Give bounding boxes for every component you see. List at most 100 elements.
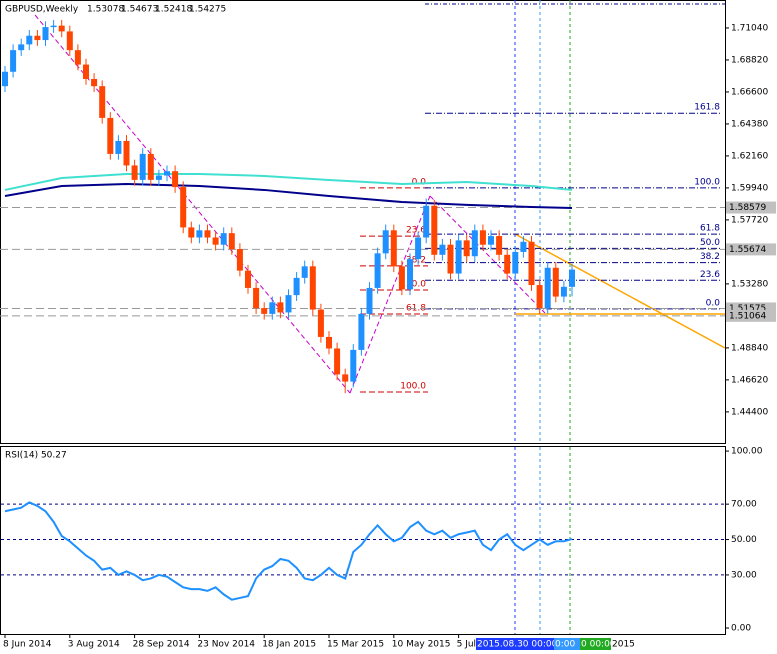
candle-body bbox=[560, 286, 567, 297]
candle-body bbox=[139, 153, 146, 180]
candle-body bbox=[42, 27, 49, 41]
candle-body bbox=[398, 266, 405, 290]
y-tick-label: 50.00 bbox=[731, 535, 757, 545]
candle-body bbox=[496, 236, 503, 255]
y-tick-label: 1.57720 bbox=[731, 215, 768, 225]
candle-body bbox=[58, 25, 65, 32]
fib-label: 0.0 bbox=[412, 177, 427, 187]
y-tick-label: 1.53280 bbox=[731, 279, 768, 289]
candle-body bbox=[431, 205, 438, 255]
candle-body bbox=[415, 237, 422, 260]
candle-body bbox=[50, 25, 57, 28]
candle-body bbox=[155, 175, 162, 180]
time-marker: 2015 bbox=[612, 640, 635, 650]
fib-label: 50.0 bbox=[406, 279, 426, 289]
candle-body bbox=[439, 244, 446, 255]
candle-body bbox=[301, 266, 308, 278]
candle-body bbox=[552, 267, 559, 297]
candle-body bbox=[342, 374, 349, 382]
fib-label: 0.0 bbox=[706, 298, 721, 308]
fib-label: 100.0 bbox=[694, 177, 720, 187]
candle-body bbox=[10, 50, 17, 72]
candle-body bbox=[269, 302, 276, 314]
moving-average bbox=[4, 172, 573, 191]
candle-body bbox=[520, 241, 527, 252]
candle-body bbox=[91, 78, 98, 87]
candle-body bbox=[277, 302, 284, 313]
ohlc-high: 1.54673 bbox=[121, 5, 158, 15]
fib-label: 61.8 bbox=[406, 304, 426, 314]
time-marker-box bbox=[554, 638, 580, 650]
y-tick-label: 1.48840 bbox=[731, 343, 768, 353]
y-tick-label: 1.59940 bbox=[731, 183, 768, 193]
trend-line bbox=[349, 195, 431, 394]
y-tick-label: 1.46620 bbox=[731, 375, 768, 385]
candle-body bbox=[261, 308, 268, 314]
candle-body bbox=[180, 187, 187, 228]
candle-body bbox=[358, 313, 365, 350]
ohlc-close: 1.54275 bbox=[189, 5, 226, 15]
ohlc-open: 1.53078 bbox=[87, 5, 124, 15]
fib-label: 100.0 bbox=[400, 381, 426, 391]
candle-body bbox=[236, 249, 243, 271]
y-tick-label: 70.00 bbox=[731, 500, 757, 510]
candle-body bbox=[172, 171, 179, 188]
candle-body bbox=[455, 240, 462, 274]
candle-body bbox=[293, 277, 300, 296]
x-tick-label: 3 Aug 2014 bbox=[68, 640, 120, 650]
y-tick-label: 1.71040 bbox=[731, 23, 768, 33]
candle-body bbox=[488, 236, 494, 245]
price-box bbox=[726, 309, 776, 322]
fib-label: 23.6 bbox=[406, 226, 426, 236]
candle-body bbox=[99, 86, 106, 118]
time-marker: 0:00 bbox=[555, 640, 575, 650]
candle-body bbox=[196, 230, 203, 238]
y-tick-label: 1.44400 bbox=[731, 407, 768, 417]
candle-body bbox=[220, 233, 227, 245]
trend-line bbox=[514, 233, 726, 349]
moving-average bbox=[4, 183, 573, 209]
rsi-title: RSI(14) 50.27 bbox=[5, 451, 67, 461]
x-tick-label: 28 Sep 2014 bbox=[133, 640, 190, 650]
candle-body bbox=[164, 171, 170, 176]
candle-body bbox=[447, 244, 454, 274]
candle-body bbox=[334, 348, 341, 375]
candle-body bbox=[2, 71, 8, 87]
y-tick-label: 100.00 bbox=[731, 447, 763, 457]
candle-body bbox=[83, 64, 89, 79]
fib-label: 61.8 bbox=[700, 224, 720, 234]
fib-label: 38.2 bbox=[406, 255, 426, 265]
candle-body bbox=[512, 251, 519, 274]
candle-body bbox=[74, 50, 81, 65]
candle-body bbox=[66, 31, 73, 51]
fib-label: 38.2 bbox=[700, 252, 720, 262]
candle-body bbox=[131, 165, 138, 180]
candle-body bbox=[317, 309, 324, 337]
candle-body bbox=[34, 35, 41, 41]
y-tick-label: 1.64380 bbox=[731, 119, 768, 129]
candle-body bbox=[326, 336, 332, 349]
x-tick-label: 8 Jun 2014 bbox=[3, 640, 52, 650]
x-tick-label: 18 Jan 2015 bbox=[262, 640, 316, 650]
time-marker-box bbox=[476, 638, 554, 650]
y-tick-label: 1.62160 bbox=[731, 151, 768, 161]
fib-label: 161.8 bbox=[694, 103, 720, 113]
time-marker: 2015.08.30 00:00 bbox=[477, 640, 558, 650]
candle-body bbox=[366, 287, 373, 314]
rsi-line bbox=[4, 501, 573, 601]
symbol: GBPUSD,Weekly bbox=[5, 5, 79, 15]
price-box bbox=[726, 243, 776, 256]
candle-body bbox=[374, 253, 381, 288]
x-tick-label: 15 Mar 2015 bbox=[327, 640, 384, 650]
candle-body bbox=[423, 205, 430, 238]
candle-body bbox=[536, 285, 543, 309]
candle-body bbox=[528, 241, 535, 286]
candle-body bbox=[123, 140, 130, 166]
candle-body bbox=[390, 230, 397, 267]
candle-body bbox=[26, 35, 33, 45]
candle-body bbox=[309, 266, 316, 310]
main-frame bbox=[0, 0, 726, 444]
price-label: 1.55674 bbox=[729, 245, 766, 255]
candle-body bbox=[382, 230, 389, 254]
